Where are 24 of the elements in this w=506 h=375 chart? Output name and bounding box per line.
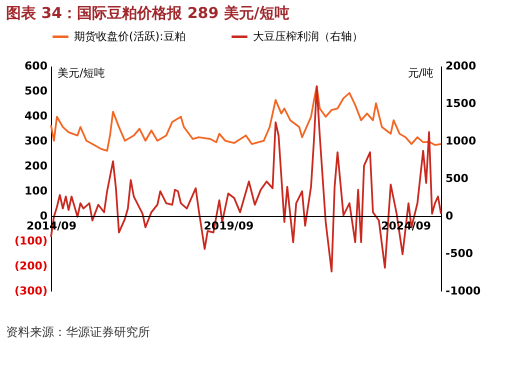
y2-tick-label: 0: [446, 210, 454, 222]
text: 资料来源：华源证券研究所: [6, 325, 150, 339]
y2-tick-label: 1500: [446, 97, 476, 110]
y2-tick-label: -500: [446, 247, 474, 260]
y-tick-label: 600: [24, 60, 48, 72]
chart-title: 图表 34：国际豆粕价格报 289 美元/短吨: [6, 4, 290, 22]
y2-tick-label: 500: [446, 172, 469, 185]
legend-label: 期货收盘价(活跃):豆粕: [74, 30, 186, 43]
y-tick-label: 0: [40, 210, 48, 222]
y-axis-title: 美元/短吨: [58, 66, 106, 80]
y-tick-label: 100: [24, 184, 48, 198]
y-tick-label: 200: [24, 160, 48, 172]
y-tick-label: (100): [14, 234, 48, 248]
y2-tick-label: 1000: [446, 134, 476, 148]
y2-axis-title: 元/吨: [408, 66, 434, 80]
y-tick-label: 500: [24, 84, 48, 98]
y2-tick-label: 2000: [446, 60, 476, 72]
y-tick-label: 400: [24, 110, 48, 122]
line-series: [50, 85, 442, 152]
y-tick-label: (200): [14, 260, 48, 272]
y2-tick-label: -1000: [446, 284, 482, 298]
y-tick-label: 300: [24, 134, 48, 148]
y-tick-label: (300): [14, 284, 48, 298]
legend-label: 大豆压榨利润（右轴）: [253, 30, 363, 43]
